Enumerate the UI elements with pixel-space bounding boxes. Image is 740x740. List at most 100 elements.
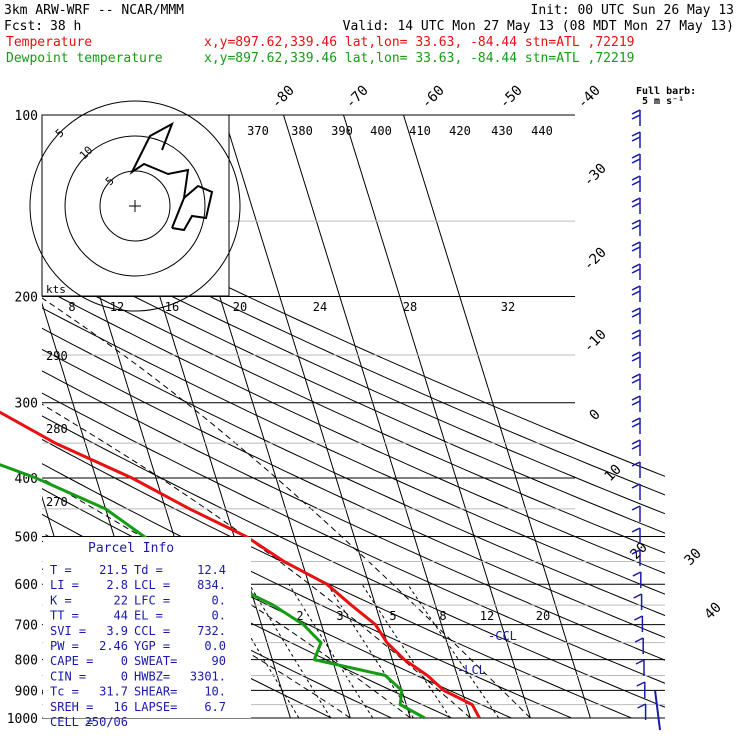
hodograph-trace xyxy=(129,121,214,232)
wind-barb-flag xyxy=(631,505,641,511)
valid-time: Valid: 14 UTC Mon 27 May 13 (08 MDT Mon … xyxy=(343,19,734,34)
wind-barb-flag xyxy=(631,263,641,269)
wind-barb-flag xyxy=(631,197,641,203)
mixing-ratio-label: 3 xyxy=(336,609,343,623)
pressure-tick-label: 300 xyxy=(15,397,38,412)
parcel-info-key: SHEAR= xyxy=(134,685,177,699)
parcel-info-value: 0. xyxy=(212,609,226,623)
parcel-info-value: 22 xyxy=(114,593,128,607)
temperature-location: x,y=897.62,339.46 lat,lon= 33.63, -84.44… xyxy=(204,35,634,50)
parcel-info-key: CIN = xyxy=(50,669,86,683)
isotherm xyxy=(283,115,471,718)
parcel-info-key: SVI = xyxy=(50,624,86,638)
parcel-info-value: 6.7 xyxy=(204,700,226,714)
dry-adiabat xyxy=(42,267,665,554)
theta-top-label: 400 xyxy=(370,124,392,138)
wind-barb-flag xyxy=(631,549,641,555)
temperature-tick-label: 0 xyxy=(587,407,604,424)
parcel-info-value: 250/06 xyxy=(85,715,128,729)
wind-barb-flag xyxy=(631,114,641,120)
temperature-tick-label: -80 xyxy=(269,83,298,112)
pressure-tick-label: 900 xyxy=(15,684,38,699)
full-barb-title: Full barb: xyxy=(636,86,696,97)
temperature-legend: Temperature xyxy=(6,35,92,50)
hodograph-ring xyxy=(64,135,206,277)
full-barb-value: 5 m s⁻¹ xyxy=(642,96,684,107)
init-time: Init: 00 UTC Sun 26 May 13 xyxy=(531,3,735,18)
wind-barb-flag xyxy=(632,571,642,577)
wind-barb-flag xyxy=(631,312,641,318)
speed-tick-label: 20 xyxy=(233,300,247,314)
model-title: 3km ARW-WRF -- NCAR/MMM xyxy=(4,3,184,18)
temperature-tick-label: -20 xyxy=(581,245,610,274)
theta-top-label: 430 xyxy=(491,124,513,138)
dewpoint-profile xyxy=(0,463,426,720)
parcel-info-value: 0 xyxy=(121,654,128,668)
parcel-info-value: 12.4 xyxy=(197,563,226,577)
parcel-info-value: 834. xyxy=(197,578,226,592)
temperature-tick-label: 10 xyxy=(602,462,625,485)
theta-label: 280 xyxy=(46,422,68,436)
wind-barb-flag xyxy=(631,175,641,181)
parcel-info-value: 16 xyxy=(114,700,128,714)
wind-barb-flag xyxy=(631,153,641,159)
wind-barb-flag xyxy=(631,329,641,335)
wind-barb-flag xyxy=(631,290,641,296)
wind-barb-flag xyxy=(631,158,641,164)
wind-barb-flag xyxy=(631,422,641,428)
mixing-ratio-label: 2 xyxy=(296,609,303,623)
mixing-ratio-line xyxy=(407,583,500,718)
wind-barb-flag xyxy=(631,307,641,313)
mixing-ratio-label: 12 xyxy=(480,609,494,623)
pressure-tick-label: 1000 xyxy=(7,712,38,727)
wind-barb-flag xyxy=(631,241,641,247)
wind-barb-flag xyxy=(631,180,641,186)
temperature-tick-label: -30 xyxy=(581,161,610,190)
dry-adiabat xyxy=(42,463,573,718)
parcel-info-key: SREH = xyxy=(50,700,93,714)
dry-adiabat xyxy=(42,370,665,661)
forecast-label: Fcst: xyxy=(4,19,43,34)
wind-barb-flag xyxy=(631,136,641,142)
parcel-info-key: PW = xyxy=(50,639,79,653)
parcel-info-key: CAPE = xyxy=(50,654,93,668)
temperature-tick-label: -40 xyxy=(575,83,604,112)
pressure-tick-label: 800 xyxy=(15,654,38,669)
wind-barb-flag xyxy=(631,461,641,467)
parcel-info-key: CELL = xyxy=(50,715,93,729)
temperature-tick-label: 40 xyxy=(702,600,725,623)
speed-tick-label: 8 xyxy=(68,300,75,314)
parcel-info-value: 3301. xyxy=(190,669,226,683)
mixing-ratio-line xyxy=(326,583,414,718)
wind-barb-flag xyxy=(631,224,641,230)
pressure-tick-label: 500 xyxy=(15,530,38,545)
wind-barb-flag xyxy=(634,637,644,643)
speed-tick-label: 16 xyxy=(165,300,179,314)
wind-barb-flag xyxy=(631,483,641,489)
wind-barb-flag xyxy=(631,417,641,423)
wind-barb-flag xyxy=(633,593,642,599)
parcel-info-value: 44 xyxy=(114,609,128,623)
dewpoint-legend: Dewpoint temperature xyxy=(6,51,163,66)
speed-tick-label: 28 xyxy=(403,300,417,314)
theta-top-label: 380 xyxy=(291,124,313,138)
temperature-tick-label: -60 xyxy=(419,83,448,112)
temperature-tick-label: -70 xyxy=(343,83,372,112)
theta-label: 270 xyxy=(46,495,68,509)
dry-adiabat xyxy=(42,230,665,515)
isotherm xyxy=(343,115,531,718)
parcel-info-value: 90 xyxy=(212,654,226,668)
parcel-info-value: 3.9 xyxy=(106,624,128,638)
forecast-hour: 38 h xyxy=(50,19,81,34)
parcel-info-key: EL = xyxy=(134,609,163,623)
dry-adiabat xyxy=(42,212,665,496)
mixing-ratio-line xyxy=(361,583,451,718)
parcel-info-key: TT = xyxy=(50,609,79,623)
wind-barb-flag xyxy=(631,131,641,137)
wind-barb-flag xyxy=(631,109,641,115)
wind-barb-flag xyxy=(631,373,641,379)
parcel-info-key: SWEAT= xyxy=(134,654,177,668)
pressure-tick-label: 200 xyxy=(15,291,38,306)
